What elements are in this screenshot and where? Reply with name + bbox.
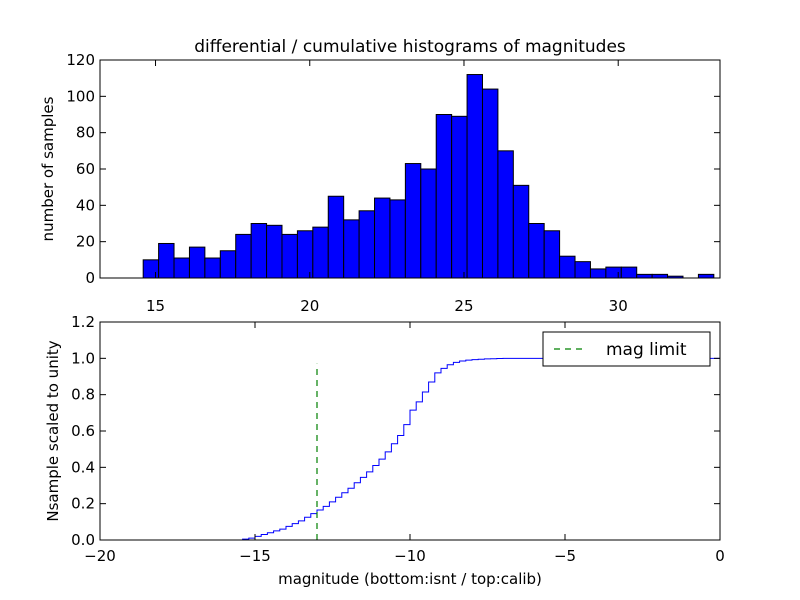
histogram-bar: [188, 246, 206, 279]
histogram-bar: [435, 114, 453, 279]
histogram-bar: [404, 163, 422, 279]
x-tick-label: −15: [239, 547, 271, 565]
x-tick-label: 0: [715, 547, 725, 565]
x-tick-label: −20: [84, 547, 116, 565]
bottom-y-ticks: 0.0 0.2 0.4 0.6 0.8 1.0 1.2: [71, 313, 720, 549]
histogram-bar: [266, 224, 283, 279]
histogram-bar: [543, 230, 561, 279]
top-y-ticks: 0 20 40 60 80 100 120: [66, 51, 720, 287]
histogram-bar: [589, 268, 607, 279]
histogram-bar: [528, 223, 545, 279]
x-tick-label: 15: [146, 297, 165, 315]
y-tick-label: 120: [66, 51, 95, 69]
y-tick-label: 0.6: [71, 422, 95, 440]
chart-title: differential / cumulative histograms of …: [194, 37, 626, 57]
histogram-bar: [250, 223, 268, 279]
histogram-bar: [620, 266, 638, 279]
y-tick-label: 1.2: [71, 313, 95, 331]
bottom-y-axis-label: Nsample scaled to unity: [44, 340, 62, 521]
histogram-bar: [574, 261, 591, 279]
y-tick-label: 80: [76, 124, 95, 142]
histogram-bar: [296, 230, 314, 279]
histogram-bar: [374, 197, 391, 279]
x-tick-label: −5: [554, 547, 576, 565]
top-y-axis-label: number of samples: [39, 96, 57, 241]
bottom-panel: −20 −15 −10 −5 0 0.0 0.2 0.4 0.6 0.8 1.0 1.2 magni…: [44, 313, 725, 588]
y-tick-label: 20: [76, 233, 95, 251]
y-tick-label: 0.0: [71, 531, 95, 549]
histogram-bar: [559, 255, 576, 279]
top-bars: [142, 74, 715, 279]
y-tick-label: 100: [66, 87, 95, 105]
x-tick-label: 25: [454, 297, 473, 315]
histogram-bar: [204, 257, 221, 279]
histogram-bar: [466, 74, 483, 279]
top-panel: 15 20 25 30 0 20 40 60 80 100 120 differential / …: [39, 37, 721, 315]
histogram-bar: [312, 226, 329, 279]
histogram-bar: [451, 115, 468, 279]
bottom-x-ticks: −20 −15 −10 −5 0: [84, 322, 725, 565]
x-tick-label: 20: [300, 297, 319, 315]
top-x-ticks: 15 20 25 30: [146, 60, 628, 315]
histogram-bar: [481, 88, 499, 279]
histogram-bar: [358, 210, 376, 279]
histogram-bar: [697, 273, 715, 279]
histogram-bar: [605, 266, 622, 279]
histogram-bar: [512, 184, 530, 279]
histogram-bar: [636, 273, 653, 279]
histogram-bar: [327, 195, 345, 279]
y-tick-label: 0.4: [71, 458, 95, 476]
histogram-bar: [343, 219, 360, 279]
histogram-bar: [420, 168, 437, 279]
histogram-bar: [158, 242, 175, 279]
legend-label: mag limit: [606, 340, 687, 360]
histogram-bar: [497, 150, 514, 279]
y-tick-label: 0.8: [71, 386, 95, 404]
y-tick-label: 0.2: [71, 495, 95, 513]
histogram-bar: [173, 257, 190, 279]
histogram-bar: [219, 250, 237, 279]
y-tick-label: 60: [76, 160, 95, 178]
y-tick-label: 40: [76, 196, 95, 214]
x-tick-label: −10: [394, 547, 426, 565]
y-tick-label: 1.0: [71, 349, 95, 367]
histogram-bar: [651, 273, 669, 279]
histogram-bar: [389, 199, 406, 279]
cumulative-step-line: [100, 357, 721, 541]
histogram-bar: [281, 233, 298, 279]
histogram-bar: [235, 233, 252, 279]
x-tick-label: 30: [609, 297, 628, 315]
bottom-x-axis-label: magnitude (bottom:isnt / top:calib): [278, 570, 542, 588]
y-tick-label: 0: [85, 269, 95, 287]
histogram-bar: [142, 259, 160, 279]
legend: mag limit: [542, 331, 711, 367]
